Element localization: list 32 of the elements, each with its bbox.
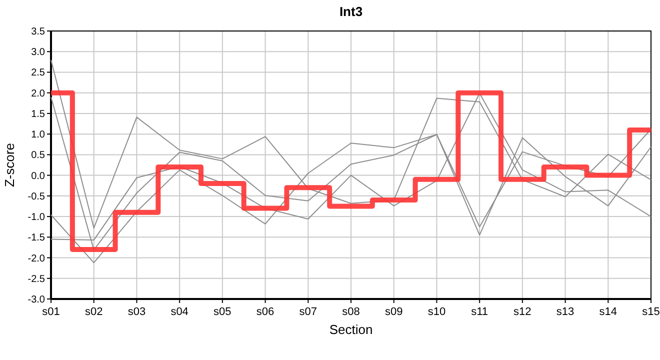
x-tick-label: s05	[214, 306, 232, 318]
y-tick-label: 1.0	[31, 130, 46, 141]
x-tick-label: s08	[342, 306, 360, 318]
y-tick-label: 3.5	[31, 26, 46, 38]
x-axis-title: Section	[329, 322, 373, 337]
y-tick-label: -1.5	[28, 232, 46, 244]
x-tick-label: s01	[42, 306, 60, 318]
x-tick-label: s03	[128, 306, 146, 318]
y-tick-label: 2.0	[31, 88, 46, 100]
x-tick-label: s10	[428, 306, 446, 318]
chart-title: Int3	[339, 4, 363, 19]
x-tick-label: s15	[642, 306, 660, 318]
y-tick-label: -2.5	[28, 274, 46, 285]
y-tick-label: -2.0	[28, 253, 46, 264]
y-tick-label: 3.0	[31, 47, 46, 58]
x-tick-label: s09	[384, 306, 403, 318]
x-tick-label: s13	[556, 306, 574, 318]
x-tick-label: s06	[256, 306, 274, 318]
y-tick-label: -0.5	[28, 191, 46, 202]
y-tick-label: -3.0	[28, 294, 46, 306]
x-tick-label: s11	[471, 306, 488, 318]
x-tick-label: s14	[599, 306, 618, 318]
y-tick-label: 2.5	[31, 68, 46, 79]
x-tick-label: s12	[514, 306, 532, 318]
y-tick-label: -1.0	[28, 212, 46, 224]
x-tick-label: s07	[299, 306, 318, 318]
y-axis-title: Z-score	[2, 142, 17, 188]
y-tick-label: 0.5	[31, 150, 46, 162]
y-tick-label: 0.0	[31, 170, 46, 182]
y-tick-label: 1.5	[31, 108, 46, 120]
x-tick-label: s04	[170, 306, 188, 318]
x-tick-label: s02	[84, 306, 103, 318]
